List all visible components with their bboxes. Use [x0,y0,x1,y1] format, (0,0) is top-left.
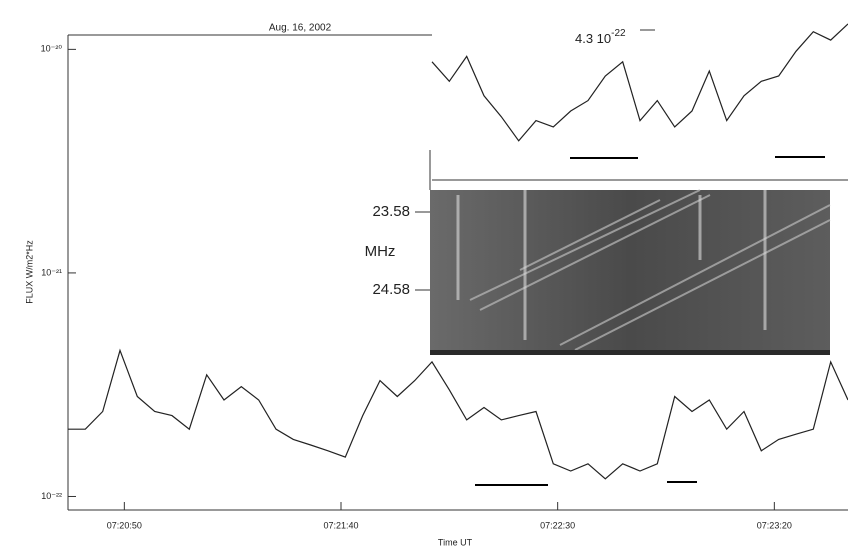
x-tick-label: 07:22:30 [540,520,575,530]
inset-tick-label: 24.58 [372,281,410,298]
flux-line [431,23,848,142]
spectrogram [429,150,848,355]
chart-title: Aug. 16, 2002 [269,23,332,34]
inset-unit: MHz [365,243,396,260]
annotation: 4.3 10-22 [575,28,626,47]
x-label: Time UT [438,537,473,547]
x-tick-label: 07:21:40 [323,520,358,530]
y-tick-label: 10⁻²¹ [41,267,62,277]
event-bars [475,156,825,486]
flux-line [68,348,848,480]
y-tick-label: 10⁻²⁰ [41,44,63,54]
y-label: FLUX W/m2*Hz [24,240,34,304]
inset-tick-label: 23.58 [372,203,410,220]
annotation-exponent: -22 [611,28,626,39]
annotation-base: 4.3 10 [575,31,611,46]
x-tick-label: 07:20:50 [107,520,142,530]
x-tick-label: 07:23:20 [757,520,792,530]
y-tick-label: 10⁻²² [41,491,62,501]
